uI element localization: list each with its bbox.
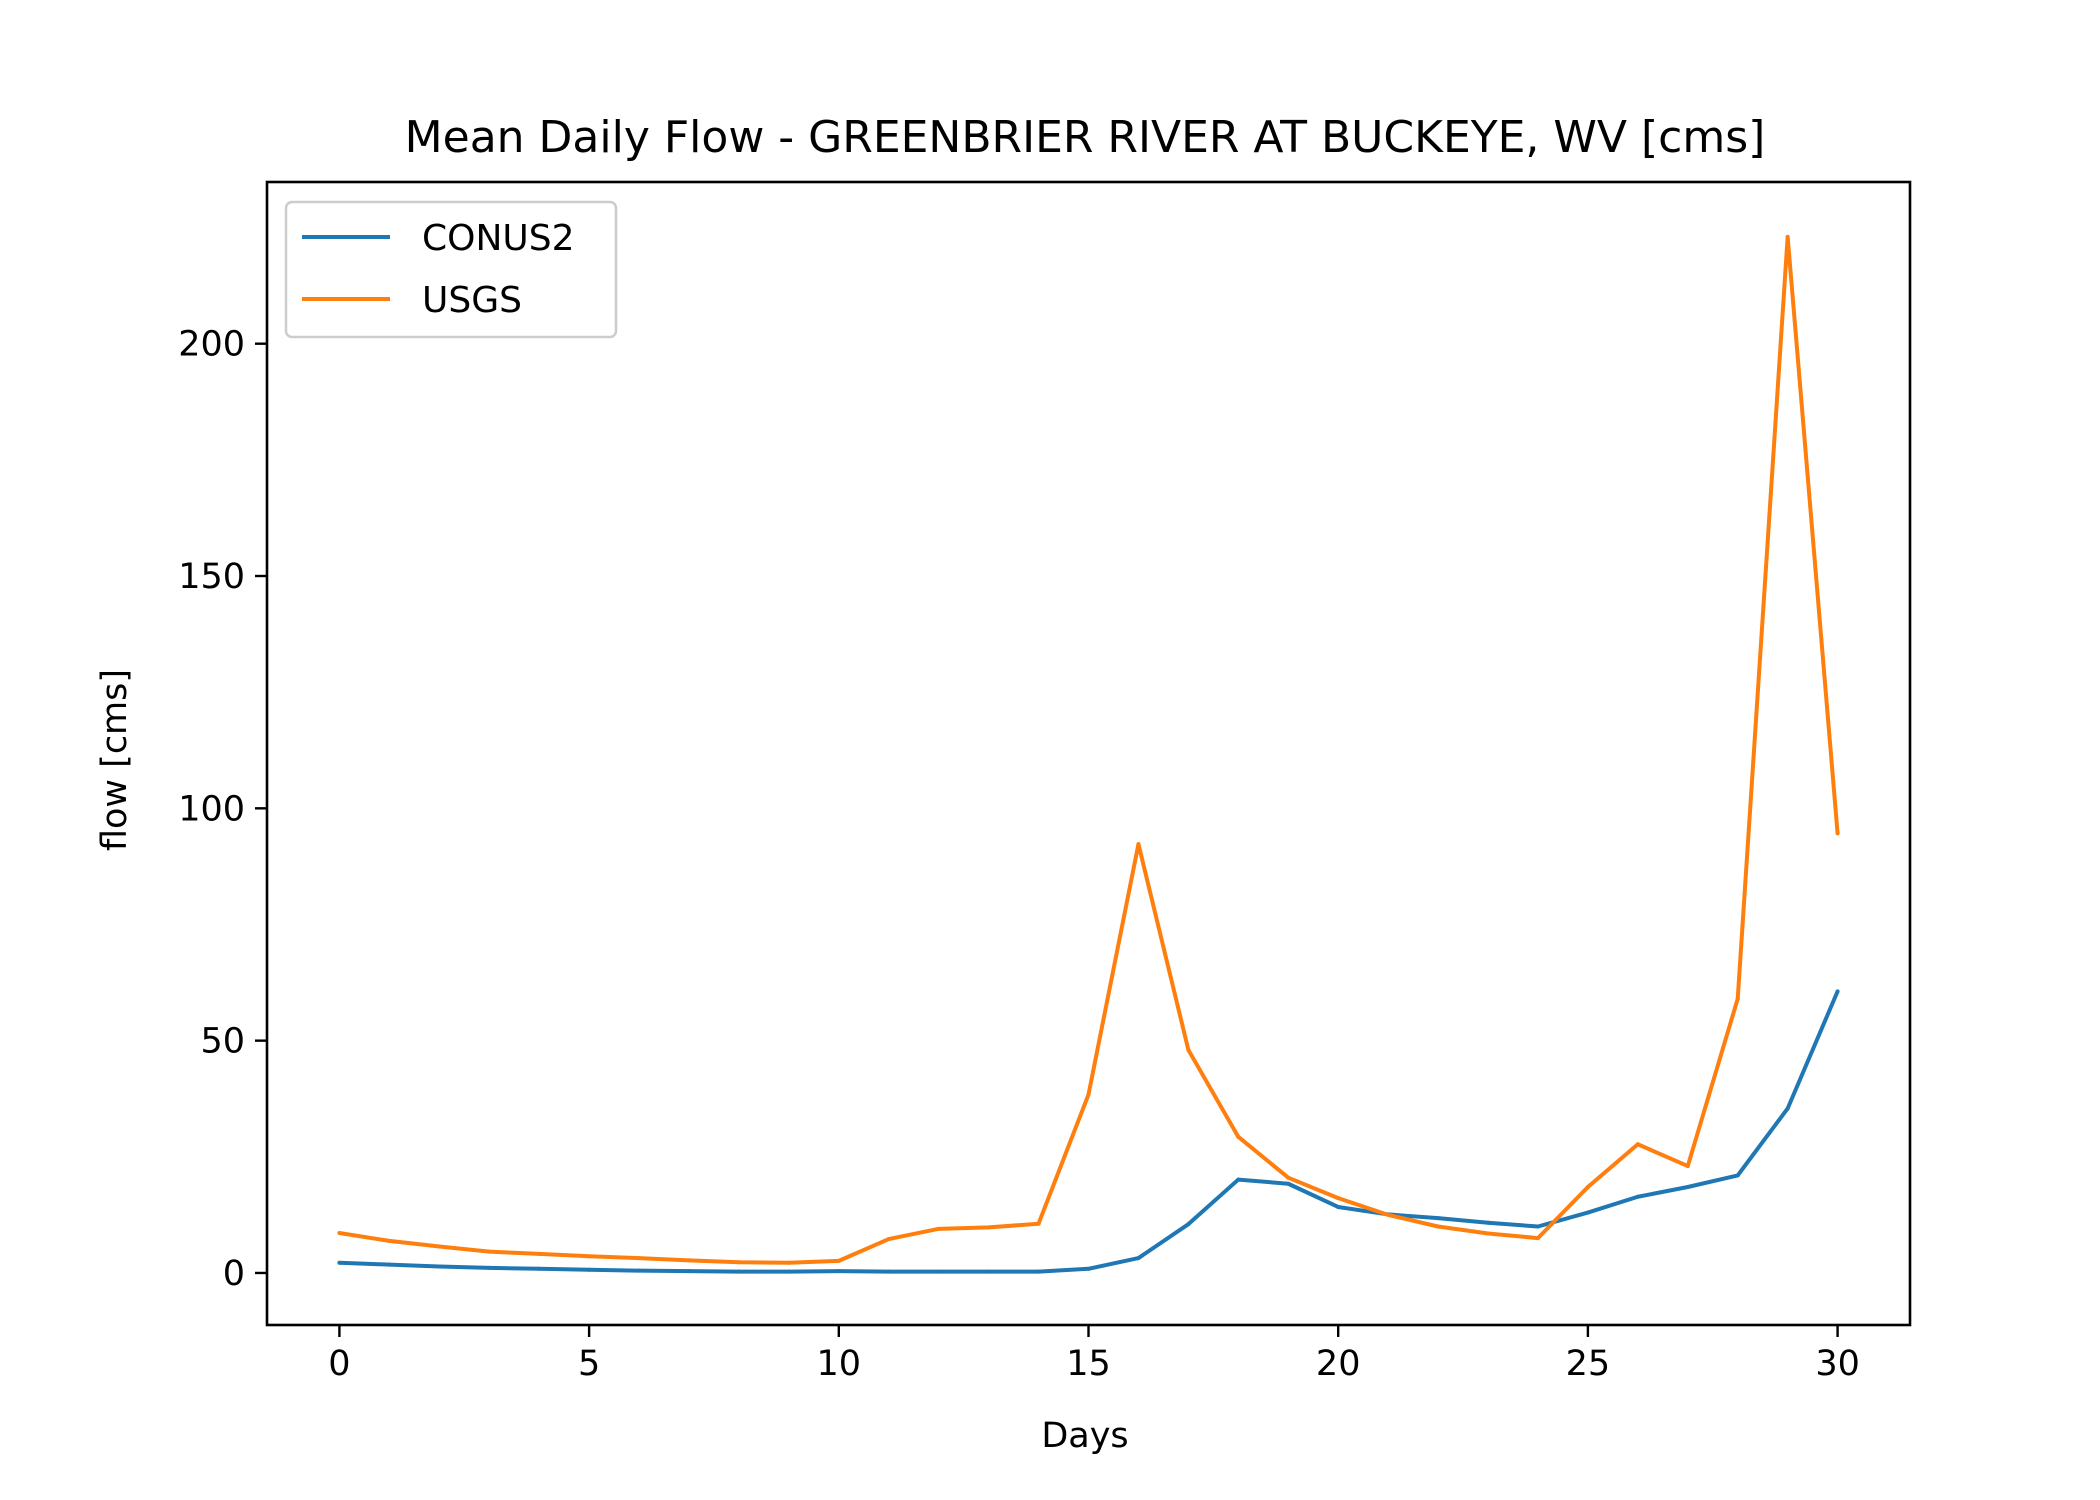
data-point-conus2-18 bbox=[1236, 1177, 1241, 1182]
data-point-usgs-23 bbox=[1486, 1231, 1491, 1236]
y-tick-label-200: 200 bbox=[178, 325, 245, 365]
data-point-conus2-26 bbox=[1635, 1194, 1640, 1199]
data-point-conus2-16 bbox=[1136, 1256, 1141, 1261]
data-point-conus2-5 bbox=[587, 1267, 592, 1272]
x-tick-label-25: 25 bbox=[1566, 1344, 1611, 1384]
data-point-conus2-29 bbox=[1785, 1106, 1790, 1111]
y-axis-label: flow [cms] bbox=[95, 669, 135, 851]
data-point-usgs-22 bbox=[1436, 1224, 1441, 1229]
data-point-conus2-10 bbox=[836, 1269, 841, 1274]
data-point-usgs-16 bbox=[1136, 842, 1141, 847]
data-point-usgs-12 bbox=[936, 1226, 941, 1231]
data-point-usgs-7 bbox=[686, 1258, 691, 1263]
data-point-conus2-0 bbox=[337, 1260, 342, 1265]
data-point-conus2-30 bbox=[1835, 989, 1840, 994]
data-point-conus2-9 bbox=[786, 1269, 791, 1274]
data-point-conus2-4 bbox=[537, 1266, 542, 1271]
series-conus2 bbox=[337, 989, 1840, 1274]
data-point-conus2-6 bbox=[637, 1268, 642, 1273]
data-point-usgs-20 bbox=[1336, 1196, 1341, 1201]
data-point-usgs-10 bbox=[836, 1258, 841, 1263]
x-tick-label-15: 15 bbox=[1066, 1344, 1111, 1384]
x-tick-label-5: 5 bbox=[578, 1344, 600, 1384]
data-point-usgs-25 bbox=[1585, 1185, 1590, 1189]
x-axis-label: Days bbox=[1041, 1416, 1128, 1456]
ticks-layer: 0 5 10 15 20 25 30 0 50 100 150 200 bbox=[178, 325, 1860, 1384]
y-tick-label-100: 100 bbox=[178, 789, 245, 829]
data-point-usgs-8 bbox=[736, 1260, 741, 1265]
data-point-usgs-27 bbox=[1685, 1164, 1690, 1169]
data-point-conus2-19 bbox=[1286, 1181, 1291, 1186]
series-usgs bbox=[337, 234, 1840, 1265]
data-point-conus2-7 bbox=[686, 1269, 691, 1274]
legend-label-usgs: USGS bbox=[422, 280, 522, 321]
data-point-conus2-3 bbox=[487, 1265, 492, 1270]
data-point-usgs-3 bbox=[487, 1249, 492, 1254]
series-line-usgs bbox=[339, 234, 1840, 1265]
data-point-conus2-15 bbox=[1086, 1266, 1091, 1271]
data-point-usgs-1 bbox=[387, 1238, 392, 1243]
data-point-conus2-22 bbox=[1436, 1216, 1441, 1221]
data-point-conus2-12 bbox=[936, 1269, 941, 1274]
legend: CONUS2 USGS bbox=[284, 200, 618, 339]
data-point-usgs-14 bbox=[1036, 1221, 1041, 1226]
data-point-conus2-1 bbox=[387, 1262, 392, 1267]
data-point-conus2-8 bbox=[736, 1269, 741, 1274]
data-point-usgs-6 bbox=[637, 1256, 642, 1261]
chart-title: Mean Daily Flow - GREENBRIER RIVER AT BU… bbox=[405, 112, 1766, 163]
y-tick-label-0: 0 bbox=[223, 1254, 245, 1294]
data-point-conus2-27 bbox=[1685, 1185, 1690, 1189]
data-point-usgs-18 bbox=[1236, 1134, 1241, 1139]
data-point-usgs-11 bbox=[886, 1237, 891, 1242]
x-tick-label-20: 20 bbox=[1316, 1344, 1361, 1384]
data-point-conus2-11 bbox=[886, 1269, 891, 1274]
data-point-conus2-24 bbox=[1535, 1224, 1540, 1229]
y-tick-label-50: 50 bbox=[200, 1022, 245, 1062]
data-point-conus2-17 bbox=[1186, 1222, 1191, 1227]
data-point-conus2-2 bbox=[437, 1264, 442, 1269]
data-point-usgs-24 bbox=[1535, 1236, 1540, 1241]
data-point-usgs-5 bbox=[587, 1254, 592, 1259]
legend-item-usgs: USGS bbox=[302, 280, 522, 321]
data-point-usgs-29 bbox=[1785, 234, 1790, 239]
data-point-conus2-28 bbox=[1735, 1173, 1740, 1178]
data-point-conus2-23 bbox=[1486, 1220, 1491, 1225]
data-point-usgs-21 bbox=[1386, 1212, 1391, 1217]
data-point-conus2-14 bbox=[1036, 1269, 1041, 1274]
series-line-conus2 bbox=[339, 990, 1840, 1274]
data-point-usgs-28 bbox=[1735, 996, 1740, 1001]
data-point-usgs-13 bbox=[986, 1225, 991, 1230]
data-point-usgs-4 bbox=[537, 1251, 542, 1256]
y-tick-label-150: 150 bbox=[178, 557, 245, 597]
data-point-usgs-30 bbox=[1835, 831, 1840, 836]
data-point-usgs-2 bbox=[437, 1244, 442, 1249]
data-point-conus2-25 bbox=[1585, 1210, 1590, 1215]
data-point-usgs-19 bbox=[1286, 1175, 1291, 1180]
data-point-usgs-26 bbox=[1635, 1142, 1640, 1147]
x-tick-label-30: 30 bbox=[1815, 1344, 1860, 1384]
x-tick-label-10: 10 bbox=[817, 1344, 862, 1384]
data-point-usgs-17 bbox=[1186, 1047, 1191, 1052]
legend-label-conus2: CONUS2 bbox=[422, 218, 575, 259]
x-tick-label-0: 0 bbox=[328, 1344, 350, 1384]
data-point-conus2-20 bbox=[1336, 1204, 1341, 1209]
data-point-usgs-9 bbox=[786, 1260, 791, 1265]
series-layer bbox=[337, 234, 1840, 1274]
data-point-usgs-0 bbox=[337, 1231, 342, 1235]
data-point-conus2-13 bbox=[986, 1269, 991, 1274]
data-point-usgs-15 bbox=[1086, 1092, 1091, 1097]
legend-item-conus2: CONUS2 bbox=[302, 218, 575, 259]
